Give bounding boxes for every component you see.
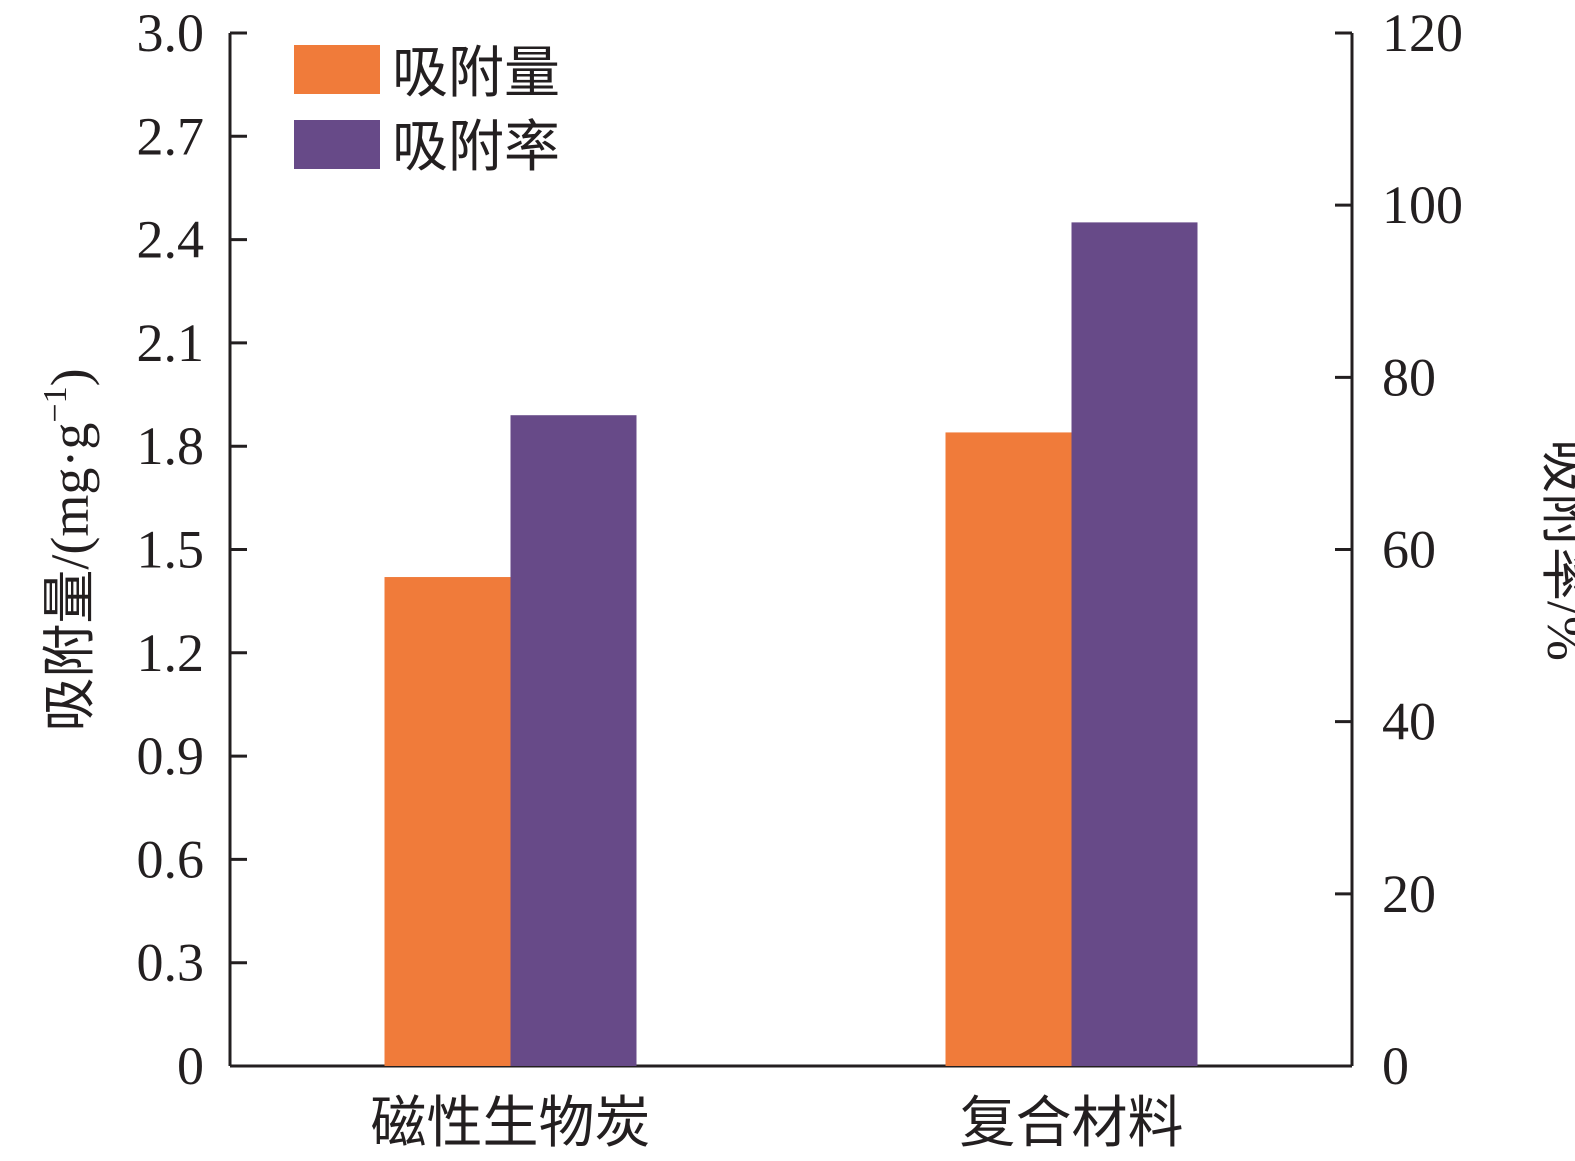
legend-swatch-adsorption-rate: [294, 120, 380, 169]
left-tick-label: 1.5: [137, 520, 205, 580]
left-tick-label: 2.1: [137, 313, 205, 373]
left-tick-label: 0.9: [137, 726, 205, 786]
category-label: 复合材料: [960, 1093, 1184, 1155]
legend: 吸附量 吸附率: [294, 43, 560, 179]
left-axis-ticks: 0 0.3 0.6 0.9 1.2 1.5 1.8 2.1 2.4 2.7 3.0: [137, 3, 247, 1096]
left-tick-label: 0.6: [137, 829, 205, 889]
left-tick-label: 2.7: [137, 106, 205, 166]
left-tick-label: 1.2: [137, 623, 205, 683]
right-tick-label: 60: [1382, 520, 1436, 580]
left-tick-label: 0: [177, 1036, 204, 1096]
bar-adsorption-rate-0: [510, 415, 637, 1067]
legend-label-adsorption-rate: 吸附率: [392, 117, 560, 179]
legend-swatch-adsorption-amount: [294, 45, 380, 94]
right-tick-label: 20: [1382, 864, 1436, 924]
bars: [384, 222, 1198, 1067]
right-tick-label: 120: [1382, 3, 1463, 63]
right-tick-label: 100: [1382, 175, 1463, 235]
left-axis-title: 吸附量/(mg·g−1): [37, 368, 100, 731]
right-tick-label: 40: [1382, 692, 1436, 752]
bar-adsorption-amount-0: [384, 577, 511, 1066]
legend-label-adsorption-amount: 吸附量: [392, 43, 560, 105]
right-axis-title: 吸附率/%: [1536, 439, 1575, 661]
left-tick-label: 1.8: [137, 416, 205, 476]
bar-adsorption-rate-1: [1071, 222, 1198, 1067]
right-tick-label: 80: [1382, 347, 1436, 407]
right-axis-ticks: 0 20 40 60 80 100 120: [1335, 3, 1463, 1096]
left-tick-label: 2.4: [137, 210, 205, 270]
left-tick-label: 0.3: [137, 933, 205, 993]
category-label: 磁性生物炭: [371, 1093, 651, 1155]
right-tick-label: 0: [1382, 1036, 1409, 1096]
bar-adsorption-amount-1: [945, 432, 1072, 1067]
left-tick-label: 3.0: [137, 3, 205, 63]
category-labels: 磁性生物炭 复合材料: [371, 1093, 1184, 1155]
